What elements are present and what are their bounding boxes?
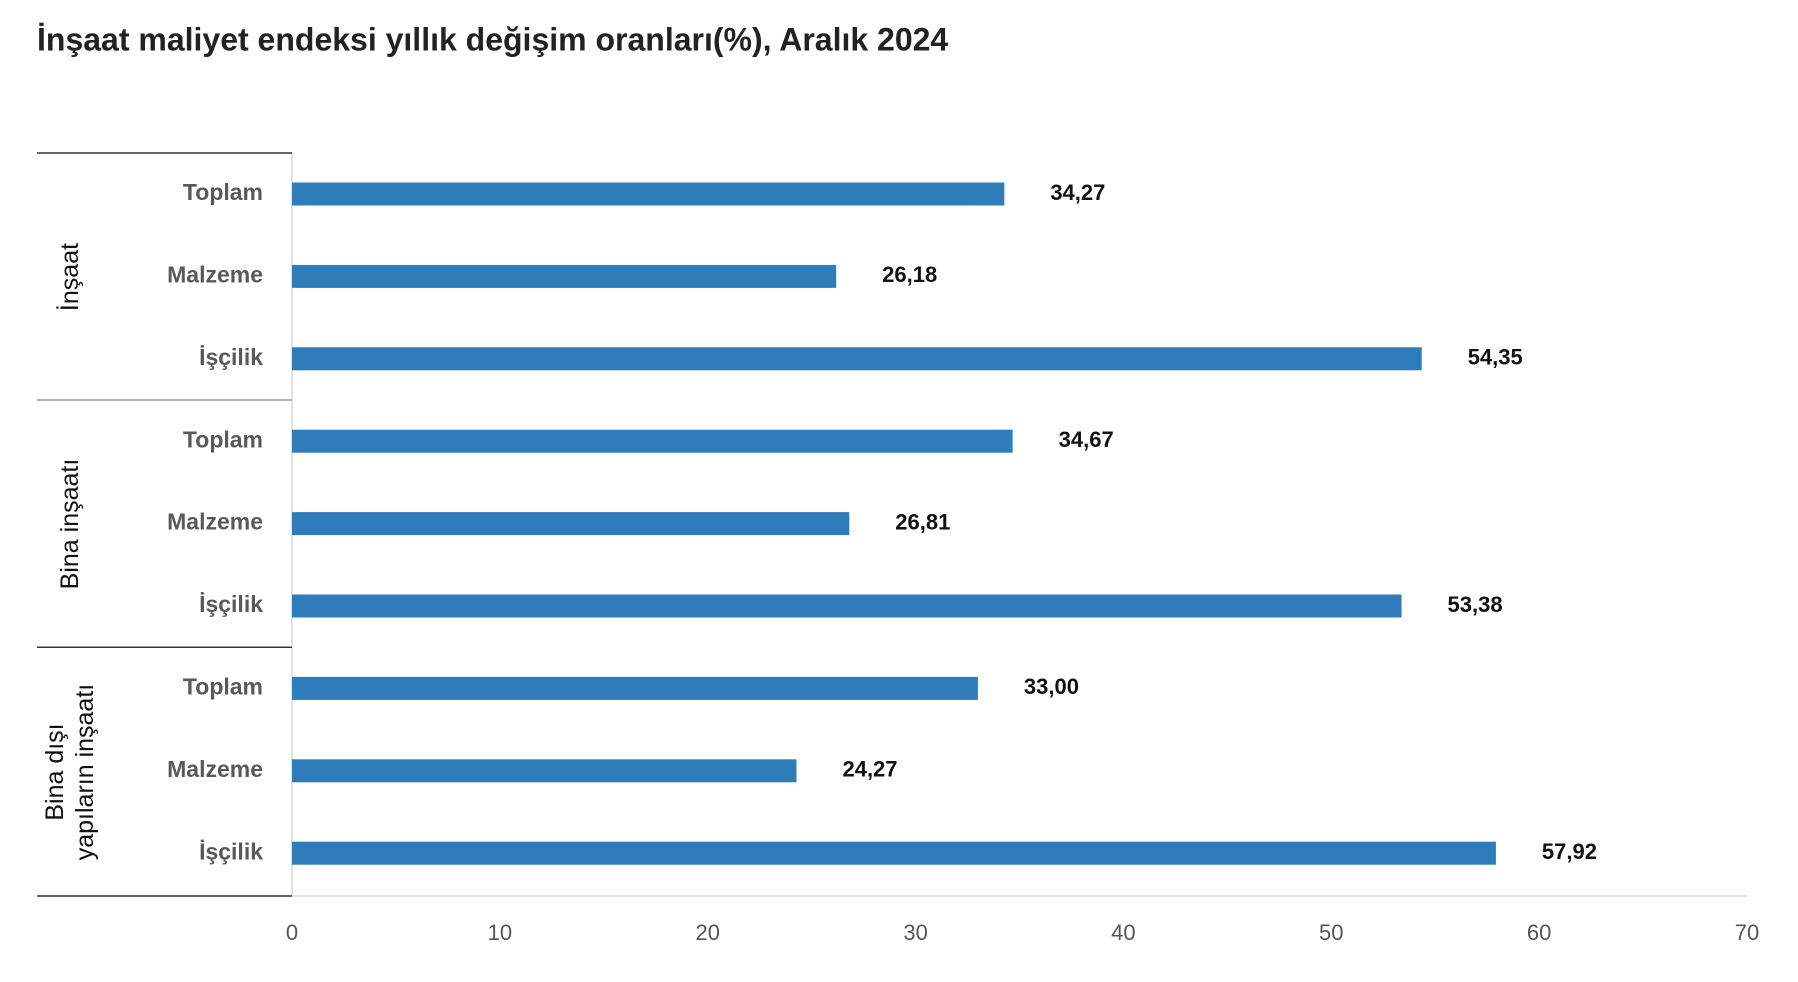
category-label: Malzeme	[167, 509, 263, 535]
chart-title: İnşaat maliyet endeksi yıllık değişim or…	[37, 21, 948, 57]
value-label: 57,92	[1542, 839, 1597, 864]
group-label: Bina dışı yapıların inşaatı	[41, 683, 99, 860]
bar	[292, 512, 850, 536]
value-label: 34,27	[1050, 180, 1105, 205]
category-label: İşçilik	[199, 344, 263, 370]
value-label: 26,18	[882, 262, 937, 287]
group-label: İnşaat	[56, 242, 84, 311]
group-label: Bina inşaatı	[56, 458, 84, 589]
x-tick-label: 50	[1319, 920, 1343, 945]
bar	[292, 594, 1402, 618]
bar	[292, 347, 1422, 371]
value-label: 34,67	[1059, 427, 1114, 452]
category-label: İşçilik	[199, 838, 263, 864]
bar	[292, 841, 1496, 865]
category-label: Toplam	[183, 426, 263, 452]
value-label: 54,35	[1468, 345, 1523, 370]
x-tick-label: 0	[286, 920, 298, 945]
x-tick-label: 60	[1527, 920, 1551, 945]
category-label: Malzeme	[167, 756, 263, 782]
value-label: 26,81	[895, 509, 950, 534]
bar	[292, 676, 978, 700]
x-tick-label: 70	[1735, 920, 1759, 945]
value-label: 53,38	[1448, 592, 1503, 617]
x-tick-label: 30	[903, 920, 927, 945]
bar	[292, 759, 797, 783]
x-tick-label: 20	[695, 920, 719, 945]
x-tick-label: 40	[1111, 920, 1135, 945]
category-label: Toplam	[183, 179, 263, 205]
category-label: İşçilik	[199, 591, 263, 617]
bar	[292, 182, 1005, 206]
category-label: Toplam	[183, 673, 263, 699]
value-label: 33,00	[1024, 674, 1079, 699]
bar	[292, 264, 837, 288]
x-tick-label: 10	[488, 920, 512, 945]
bar	[292, 429, 1013, 453]
value-label: 24,27	[842, 757, 897, 782]
category-label: Malzeme	[167, 261, 263, 287]
